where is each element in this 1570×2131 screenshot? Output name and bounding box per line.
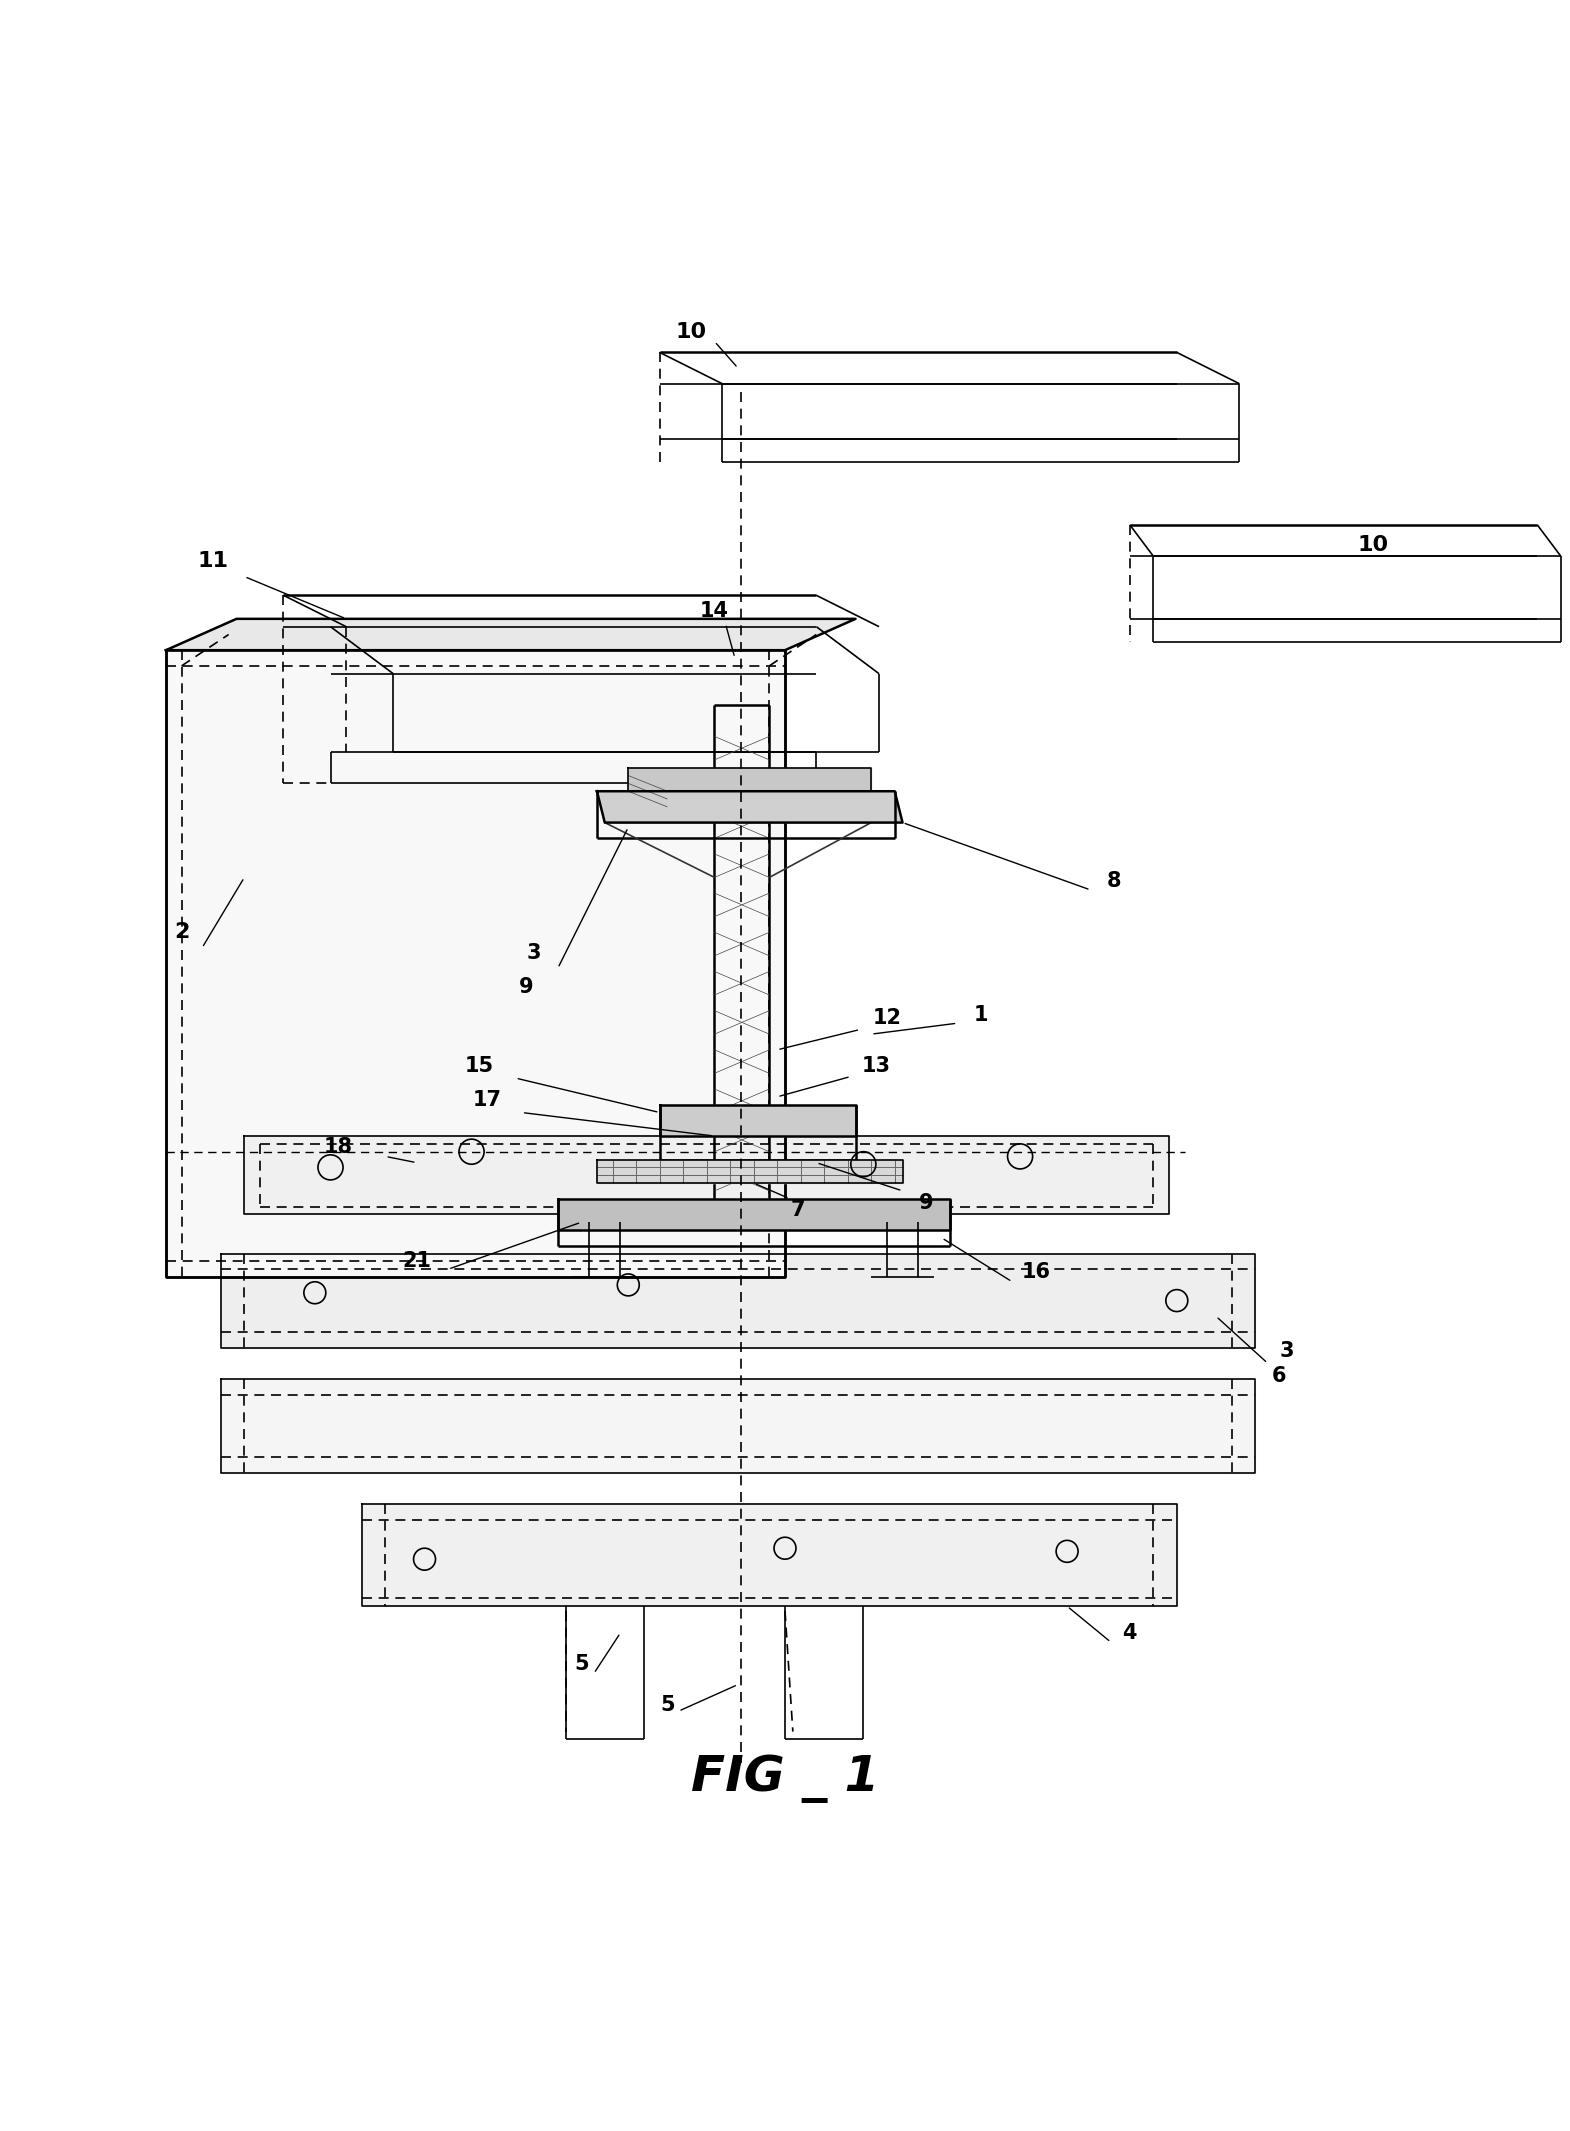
Polygon shape xyxy=(245,1136,1170,1215)
Text: 13: 13 xyxy=(862,1055,890,1076)
Text: 4: 4 xyxy=(1123,1624,1137,1643)
Text: 5: 5 xyxy=(659,1694,675,1715)
Polygon shape xyxy=(628,767,871,791)
Text: 17: 17 xyxy=(473,1089,502,1110)
Text: 3: 3 xyxy=(1280,1340,1294,1362)
Text: 12: 12 xyxy=(873,1008,901,1029)
Text: 16: 16 xyxy=(1020,1262,1050,1283)
Text: FIG _ 1: FIG _ 1 xyxy=(691,1754,879,1803)
Text: 2: 2 xyxy=(174,923,190,942)
Text: 9: 9 xyxy=(918,1193,933,1213)
Text: 3: 3 xyxy=(528,942,542,963)
Text: 9: 9 xyxy=(520,978,534,997)
Polygon shape xyxy=(166,618,856,650)
Text: 8: 8 xyxy=(1107,872,1121,891)
Polygon shape xyxy=(557,1200,950,1230)
Text: 10: 10 xyxy=(1356,535,1388,556)
Polygon shape xyxy=(166,650,785,1276)
Polygon shape xyxy=(221,1379,1254,1473)
Text: 1: 1 xyxy=(973,1006,988,1025)
Text: 6: 6 xyxy=(1272,1366,1286,1385)
Polygon shape xyxy=(221,1253,1254,1347)
Text: 11: 11 xyxy=(198,550,229,571)
Polygon shape xyxy=(597,791,903,823)
Text: 18: 18 xyxy=(323,1138,353,1157)
Polygon shape xyxy=(659,1104,856,1136)
Text: 10: 10 xyxy=(675,322,706,343)
Polygon shape xyxy=(597,1159,903,1183)
Text: 14: 14 xyxy=(700,601,728,620)
Text: 15: 15 xyxy=(465,1055,495,1076)
Text: 5: 5 xyxy=(575,1654,589,1675)
Polygon shape xyxy=(361,1504,1178,1607)
Text: 21: 21 xyxy=(402,1251,432,1272)
Text: 7: 7 xyxy=(790,1200,805,1219)
